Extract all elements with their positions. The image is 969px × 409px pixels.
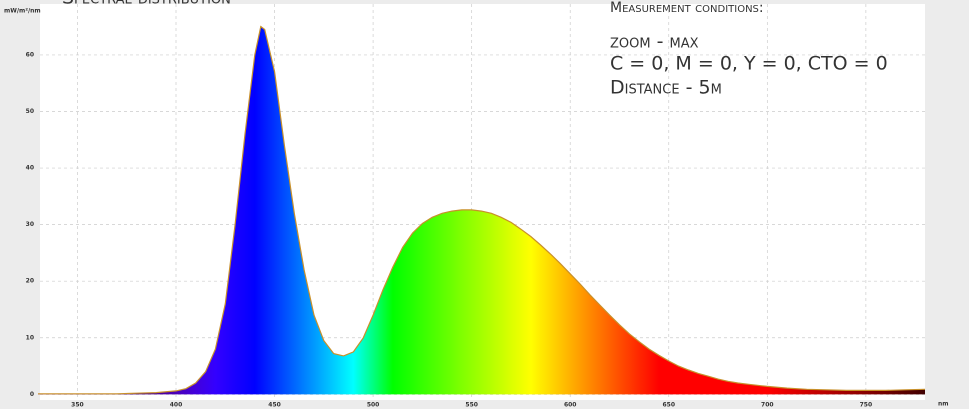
x-tick-label: 450	[268, 402, 281, 409]
x-tick-label: 400	[170, 402, 183, 409]
y-tick-label: 20	[26, 278, 34, 285]
annotation: Distance - 5m	[610, 77, 722, 99]
x-tick-label: 650	[662, 402, 675, 409]
x-tick-label: 750	[860, 402, 873, 409]
y-tick-label: 30	[26, 221, 34, 228]
chart-title: Spectral distribution	[62, 0, 231, 9]
y-tick-label: 0	[30, 391, 34, 398]
x-tick-label: 700	[761, 402, 774, 409]
annotation: zoom - max	[610, 31, 699, 53]
annotation: C = 0, M = 0, Y = 0, CTO = 0	[610, 53, 888, 75]
x-axis-label: nm	[938, 401, 949, 408]
y-tick-label: 40	[26, 165, 34, 172]
x-tick-label: 600	[564, 402, 577, 409]
x-tick-label: 350	[71, 402, 84, 409]
annotation: Measurement conditions:	[610, 0, 764, 16]
y-tick-label: 10	[26, 334, 34, 341]
spectrum-area	[38, 26, 925, 395]
x-tick-label: 550	[465, 402, 478, 409]
y-axis-label: mW/m²/nm	[4, 8, 41, 15]
x-tick-label: 500	[367, 402, 380, 409]
y-tick-label: 60	[26, 51, 34, 58]
spectrum-line	[38, 25, 926, 395]
y-tick-label: 50	[26, 108, 34, 115]
